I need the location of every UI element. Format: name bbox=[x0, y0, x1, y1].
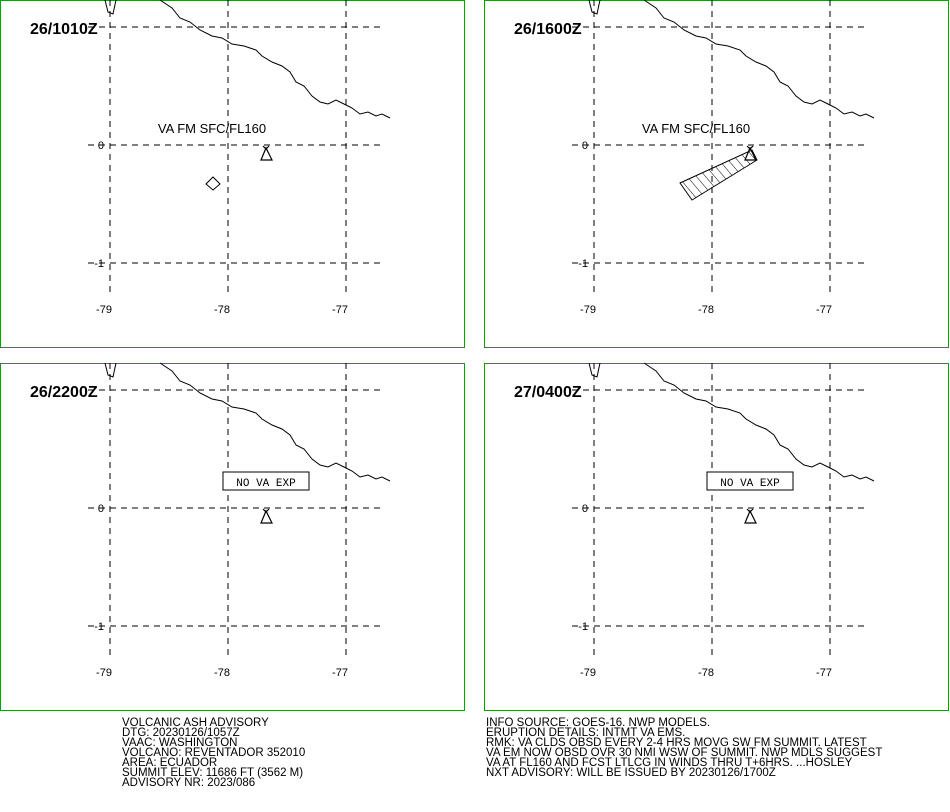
map-panel: -79 -78 -77 0 -1 26/1600Z VA FM SFC/FL160 bbox=[484, 0, 949, 348]
x-tick-label: -77 bbox=[332, 304, 348, 316]
x-tick-label: -79 bbox=[580, 667, 596, 679]
panel-frame bbox=[0, 0, 465, 348]
coastline bbox=[588, 0, 875, 119]
volcano-symbol bbox=[260, 145, 273, 161]
map-panel: -79 -78 -77 0 -1 26/2200Z NO VA EXP bbox=[0, 362, 465, 711]
advisory-line: DTG: 20230126/1057Z bbox=[122, 727, 240, 739]
coastline bbox=[588, 362, 875, 482]
advisory-line: ERUPTION DETAILS: INTMT VA EMS. bbox=[486, 727, 685, 739]
annotation: NO VA EXP bbox=[720, 478, 780, 490]
advisory-line: VOLCANIC ASH ADVISORY bbox=[122, 717, 269, 729]
advisory-line: NXT ADVISORY: WILL BE ISSUED BY 20230126… bbox=[486, 767, 776, 779]
y-tick-label: -1 bbox=[578, 258, 588, 270]
y-tick-label: -1 bbox=[94, 621, 104, 633]
panel-frame bbox=[484, 363, 949, 711]
panel-frame bbox=[0, 363, 465, 711]
x-tick-label: -79 bbox=[580, 304, 596, 316]
y-tick-label: -1 bbox=[94, 258, 104, 270]
advisory-line: ADVISORY NR: 2023/086 bbox=[122, 777, 255, 789]
advisory-line: VA EM NOW OBSD OVR 30 NMI WSW OF SUMMIT.… bbox=[486, 747, 882, 759]
x-tick-label: -79 bbox=[96, 304, 112, 316]
y-tick-label: 0 bbox=[98, 140, 104, 152]
y-tick-label: -1 bbox=[578, 621, 588, 633]
x-tick-label: -78 bbox=[698, 304, 714, 316]
ash-area bbox=[205, 176, 221, 191]
annotation-box bbox=[222, 471, 310, 491]
advisory-line: INFO SOURCE: GOES-16. NWP MODELS. bbox=[486, 717, 710, 729]
x-tick-label: -77 bbox=[332, 667, 348, 679]
map-panel: -79 -78 -77 0 -1 26/1010Z VA FM SFC/FL160 bbox=[0, 0, 465, 348]
ash-area bbox=[679, 149, 758, 201]
y-tick-label: 0 bbox=[582, 140, 588, 152]
x-tick-label: -77 bbox=[816, 304, 832, 316]
map-panel: -79 -78 -77 0 -1 27/0400Z NO VA EXP bbox=[484, 362, 949, 711]
annotation: VA FM SFC/FL160 bbox=[642, 121, 750, 136]
x-tick-label: -78 bbox=[698, 667, 714, 679]
annotation-box bbox=[706, 471, 794, 491]
valid-time: 26/1600Z bbox=[514, 21, 582, 38]
annotation: NO VA EXP bbox=[236, 478, 296, 490]
panel-frame bbox=[484, 0, 949, 348]
x-tick-label: -78 bbox=[214, 304, 230, 316]
coastline bbox=[104, 0, 391, 119]
y-tick-label: 0 bbox=[582, 503, 588, 515]
x-tick-label: -79 bbox=[96, 667, 112, 679]
y-tick-label: 0 bbox=[98, 503, 104, 515]
valid-time: 27/0400Z bbox=[514, 384, 582, 401]
valid-time: 26/2200Z bbox=[30, 384, 98, 401]
advisory-line: RMK: VA CLDS OBSD EVERY 2-4 HRS MOVG SW … bbox=[486, 737, 867, 749]
coastline bbox=[104, 362, 391, 482]
advisory-line: VA AT FL160 AND FCST LTLCG IN WINDS THRU… bbox=[486, 757, 853, 769]
advisory-line: VOLCANO: REVENTADOR 352010 bbox=[122, 747, 305, 759]
annotation: VA FM SFC/FL160 bbox=[158, 121, 266, 136]
x-tick-label: -78 bbox=[214, 667, 230, 679]
volcano-symbol bbox=[744, 508, 757, 524]
advisory-line: VAAC: WASHINGTON bbox=[122, 737, 237, 749]
advisory-line: AREA: ECUADOR bbox=[122, 757, 217, 769]
volcano-symbol bbox=[260, 508, 273, 524]
valid-time: 26/1010Z bbox=[30, 21, 98, 38]
x-tick-label: -77 bbox=[816, 667, 832, 679]
advisory-line: SUMMIT ELEV: 11686 FT (3562 M) bbox=[122, 767, 303, 779]
